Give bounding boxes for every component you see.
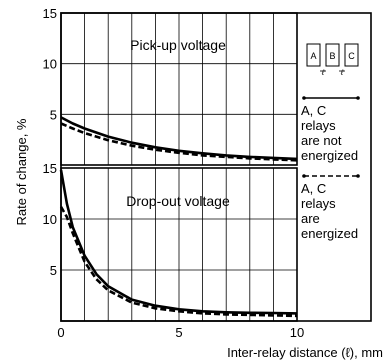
legend-dashed-text-2: relays bbox=[301, 196, 336, 211]
x-tick-label: 5 bbox=[175, 325, 182, 340]
y-tick-label: 10 bbox=[43, 57, 57, 72]
legend-solid-text-1: A, C bbox=[301, 103, 326, 118]
relay-box-b bbox=[325, 43, 340, 67]
relay-label-a: A bbox=[310, 51, 316, 61]
grid-lines bbox=[61, 13, 297, 321]
y-tick-label: 15 bbox=[43, 6, 57, 21]
legend-solid-text-3: are not bbox=[301, 133, 342, 148]
series-energized-line-panel-1 bbox=[60, 122, 298, 162]
legend-dashed-dot-right bbox=[356, 174, 360, 178]
legend-dashed-entry: A, C relays are energized bbox=[301, 174, 360, 241]
legend-dashed-text-4: energized bbox=[301, 226, 358, 241]
x-tick-label: 10 bbox=[290, 325, 304, 340]
x-tick-label: 0 bbox=[57, 325, 64, 340]
series-not-energized-line-panel-2 bbox=[59, 169, 298, 315]
outer-frame bbox=[60, 12, 372, 322]
relay-box-a bbox=[306, 43, 321, 67]
gap-symbol-left: ℓ bbox=[321, 68, 325, 77]
data-curves bbox=[59, 116, 298, 318]
x-axis-title: Inter-relay distance (ℓ), mm bbox=[227, 345, 383, 360]
relay-box-c bbox=[344, 43, 359, 67]
series-not-energized-line-panel-1 bbox=[60, 116, 298, 161]
relay-label-b: B bbox=[329, 51, 335, 61]
panel-title-dropout: Drop-out voltage bbox=[126, 193, 230, 209]
y-axis-title: Rate of change, % bbox=[14, 118, 29, 225]
gap-symbol-right: ℓ bbox=[340, 68, 344, 77]
legend-solid-dot-right bbox=[356, 96, 360, 100]
y-tick-label: 10 bbox=[43, 212, 57, 227]
y-tick-label: 5 bbox=[50, 263, 57, 278]
panel-title-pickup: Pick-up voltage bbox=[130, 37, 226, 53]
legend-solid-text-2: relays bbox=[301, 118, 336, 133]
relay-label-c: C bbox=[348, 51, 355, 61]
series-energized-line-panel-2 bbox=[59, 206, 298, 318]
plot-frames bbox=[60, 12, 372, 322]
legend-solid-entry: A, C relays are not energized bbox=[301, 96, 360, 163]
legend-solid-text-4: energized bbox=[301, 148, 358, 163]
legend-dashed-text-3: are bbox=[301, 211, 320, 226]
legend-dashed-text-1: A, C bbox=[301, 181, 326, 196]
relay-arrangement-diagram: A B C ℓ ℓ bbox=[306, 43, 359, 77]
y-tick-label: 15 bbox=[43, 161, 57, 176]
tick-labels: 5 10 15 5 10 15 0 5 10 bbox=[43, 6, 305, 340]
y-tick-label: 5 bbox=[50, 107, 57, 122]
